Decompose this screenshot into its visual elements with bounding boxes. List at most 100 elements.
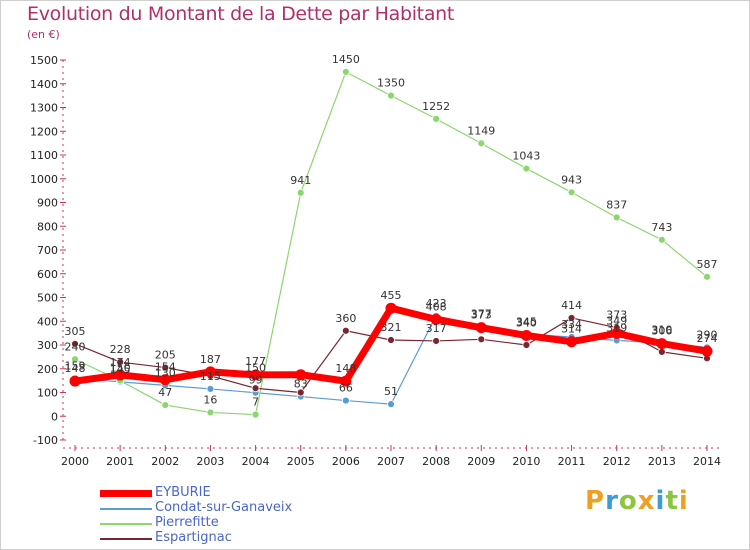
- data-point: [387, 336, 395, 344]
- data-label: 290: [697, 328, 718, 341]
- data-label: 321: [381, 321, 402, 334]
- logo-letter: P: [585, 486, 606, 516]
- data-point: [522, 164, 531, 173]
- data-label: 941: [290, 174, 311, 187]
- data-label: 154: [155, 361, 176, 374]
- x-tick-label: 2013: [648, 455, 676, 468]
- data-point: [657, 235, 666, 244]
- data-label: 1043: [512, 150, 540, 163]
- data-point: [71, 355, 79, 364]
- data-label: 334: [561, 318, 582, 331]
- data-label: 150: [110, 362, 131, 375]
- logo-letter: t: [665, 486, 679, 516]
- data-label: 414: [561, 299, 582, 312]
- y-tick-label: 1400: [30, 78, 58, 91]
- data-label: 7: [252, 396, 259, 409]
- data-label: 455: [381, 289, 402, 302]
- data-label: 205: [155, 349, 176, 362]
- data-label: 373: [606, 309, 627, 322]
- data-label: 837: [606, 198, 627, 211]
- data-label: 340: [516, 317, 537, 330]
- x-tick-label: 2001: [106, 455, 134, 468]
- data-label: 319: [606, 321, 627, 334]
- data-label: 187: [200, 353, 221, 366]
- data-point: [114, 369, 126, 381]
- y-unit-label: (en €): [27, 28, 60, 41]
- y-tick-label: 900: [37, 197, 58, 210]
- data-point: [116, 358, 125, 367]
- y-tick-label: 1000: [30, 173, 58, 186]
- data-point: [251, 384, 260, 393]
- legend-label: Pierrefitte: [155, 515, 219, 530]
- data-point: [656, 338, 668, 350]
- logo-letter: o: [618, 486, 638, 516]
- legend-swatch: [100, 490, 152, 497]
- data-label: 47: [158, 386, 172, 399]
- data-label: 349: [606, 314, 627, 327]
- x-tick-label: 2014: [693, 455, 721, 468]
- data-point: [206, 385, 215, 393]
- data-label: 83: [294, 378, 308, 391]
- data-label: 174: [110, 356, 131, 369]
- data-label: 373: [471, 309, 492, 322]
- y-tick-label: 1100: [30, 149, 58, 162]
- y-tick-label: -100: [33, 434, 58, 447]
- logo-letter: r: [605, 486, 619, 516]
- data-point: [432, 337, 441, 345]
- y-tick-label: 600: [37, 268, 58, 281]
- data-point: [475, 322, 487, 334]
- data-point: [611, 327, 623, 339]
- y-tick-label: 300: [37, 339, 58, 352]
- x-tick-label: 2005: [287, 455, 315, 468]
- data-point: [69, 375, 81, 387]
- data-point: [387, 91, 395, 100]
- data-label: 130: [155, 366, 176, 379]
- data-label: 314: [561, 323, 582, 336]
- data-label: 148: [65, 362, 86, 375]
- data-label: 148: [335, 362, 356, 375]
- logo-letter: i: [655, 486, 666, 516]
- x-tick-label: 2010: [512, 455, 540, 468]
- data-point: [340, 375, 352, 387]
- data-label: 306: [651, 325, 672, 338]
- x-tick-label: 2000: [61, 455, 89, 468]
- data-label: 360: [335, 312, 356, 325]
- data-label: 145: [110, 363, 131, 376]
- data-point: [296, 188, 305, 197]
- data-point: [430, 313, 442, 325]
- chart-data-labels: 148 174 154 187 148 455 408 373 340 314 349 306 274 1…: [65, 53, 718, 409]
- data-label: 587: [697, 258, 718, 271]
- data-label: 743: [651, 221, 672, 234]
- data-label: 1252: [422, 100, 450, 113]
- data-label: 99: [249, 374, 263, 387]
- data-label: 1149: [467, 124, 495, 137]
- legend-label: Espartignac: [155, 530, 232, 545]
- y-tick-label: 500: [37, 292, 58, 305]
- data-label: 177: [245, 355, 266, 368]
- data-label: 408: [426, 300, 447, 313]
- data-point: [703, 272, 711, 281]
- x-tick-label: 2002: [151, 455, 179, 468]
- y-tick-label: 400: [37, 315, 58, 328]
- data-label: 150: [245, 362, 266, 375]
- data-label: 310: [651, 324, 672, 337]
- y-tick-label: 1300: [30, 102, 58, 115]
- chart-series: [69, 67, 713, 419]
- data-point: [520, 330, 532, 341]
- y-tick-label: 0: [51, 410, 58, 423]
- data-point: [341, 396, 350, 405]
- data-label: 317: [426, 322, 447, 335]
- data-point: [477, 139, 486, 148]
- data-point: [251, 410, 260, 419]
- data-point: [71, 339, 79, 348]
- data-point: [204, 366, 216, 378]
- data-point: [567, 188, 576, 197]
- data-label: 159: [65, 359, 86, 372]
- y-tick-label: 1500: [30, 54, 58, 67]
- data-label: 66: [339, 382, 353, 395]
- y-tick-label: 700: [37, 244, 58, 257]
- y-tick-label: 100: [37, 387, 58, 400]
- data-point: [295, 369, 307, 381]
